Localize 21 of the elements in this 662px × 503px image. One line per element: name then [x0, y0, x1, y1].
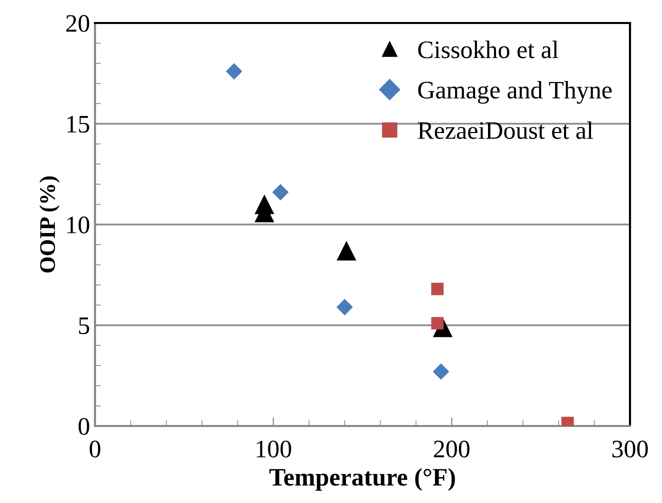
x-axis-title: Temperature (°F): [269, 468, 455, 491]
legend-label: RezaeiDoust et al: [418, 121, 593, 139]
x-tick-label: 200: [434, 440, 470, 458]
legend-label: Cissokho et al: [418, 40, 558, 58]
point: [336, 298, 353, 316]
legend-label: Gamage and Thyne: [418, 80, 612, 104]
y-axis-title: OOIP (%): [39, 176, 60, 272]
y-tick-label: 5: [79, 318, 90, 334]
y-tick-label: 20: [66, 15, 90, 32]
point: [432, 363, 450, 380]
x-tick-label: 300: [612, 440, 648, 458]
point: [226, 63, 242, 80]
y-tick-label: 0: [78, 418, 90, 435]
x-tick-label: 100: [256, 440, 292, 458]
y-tick-label: 10: [67, 216, 90, 234]
y-tick-label: 15: [67, 116, 90, 133]
point: [272, 184, 289, 200]
point: [431, 282, 444, 296]
point: [336, 240, 356, 261]
point: [254, 194, 274, 214]
x-tick-label: 0: [90, 440, 100, 458]
